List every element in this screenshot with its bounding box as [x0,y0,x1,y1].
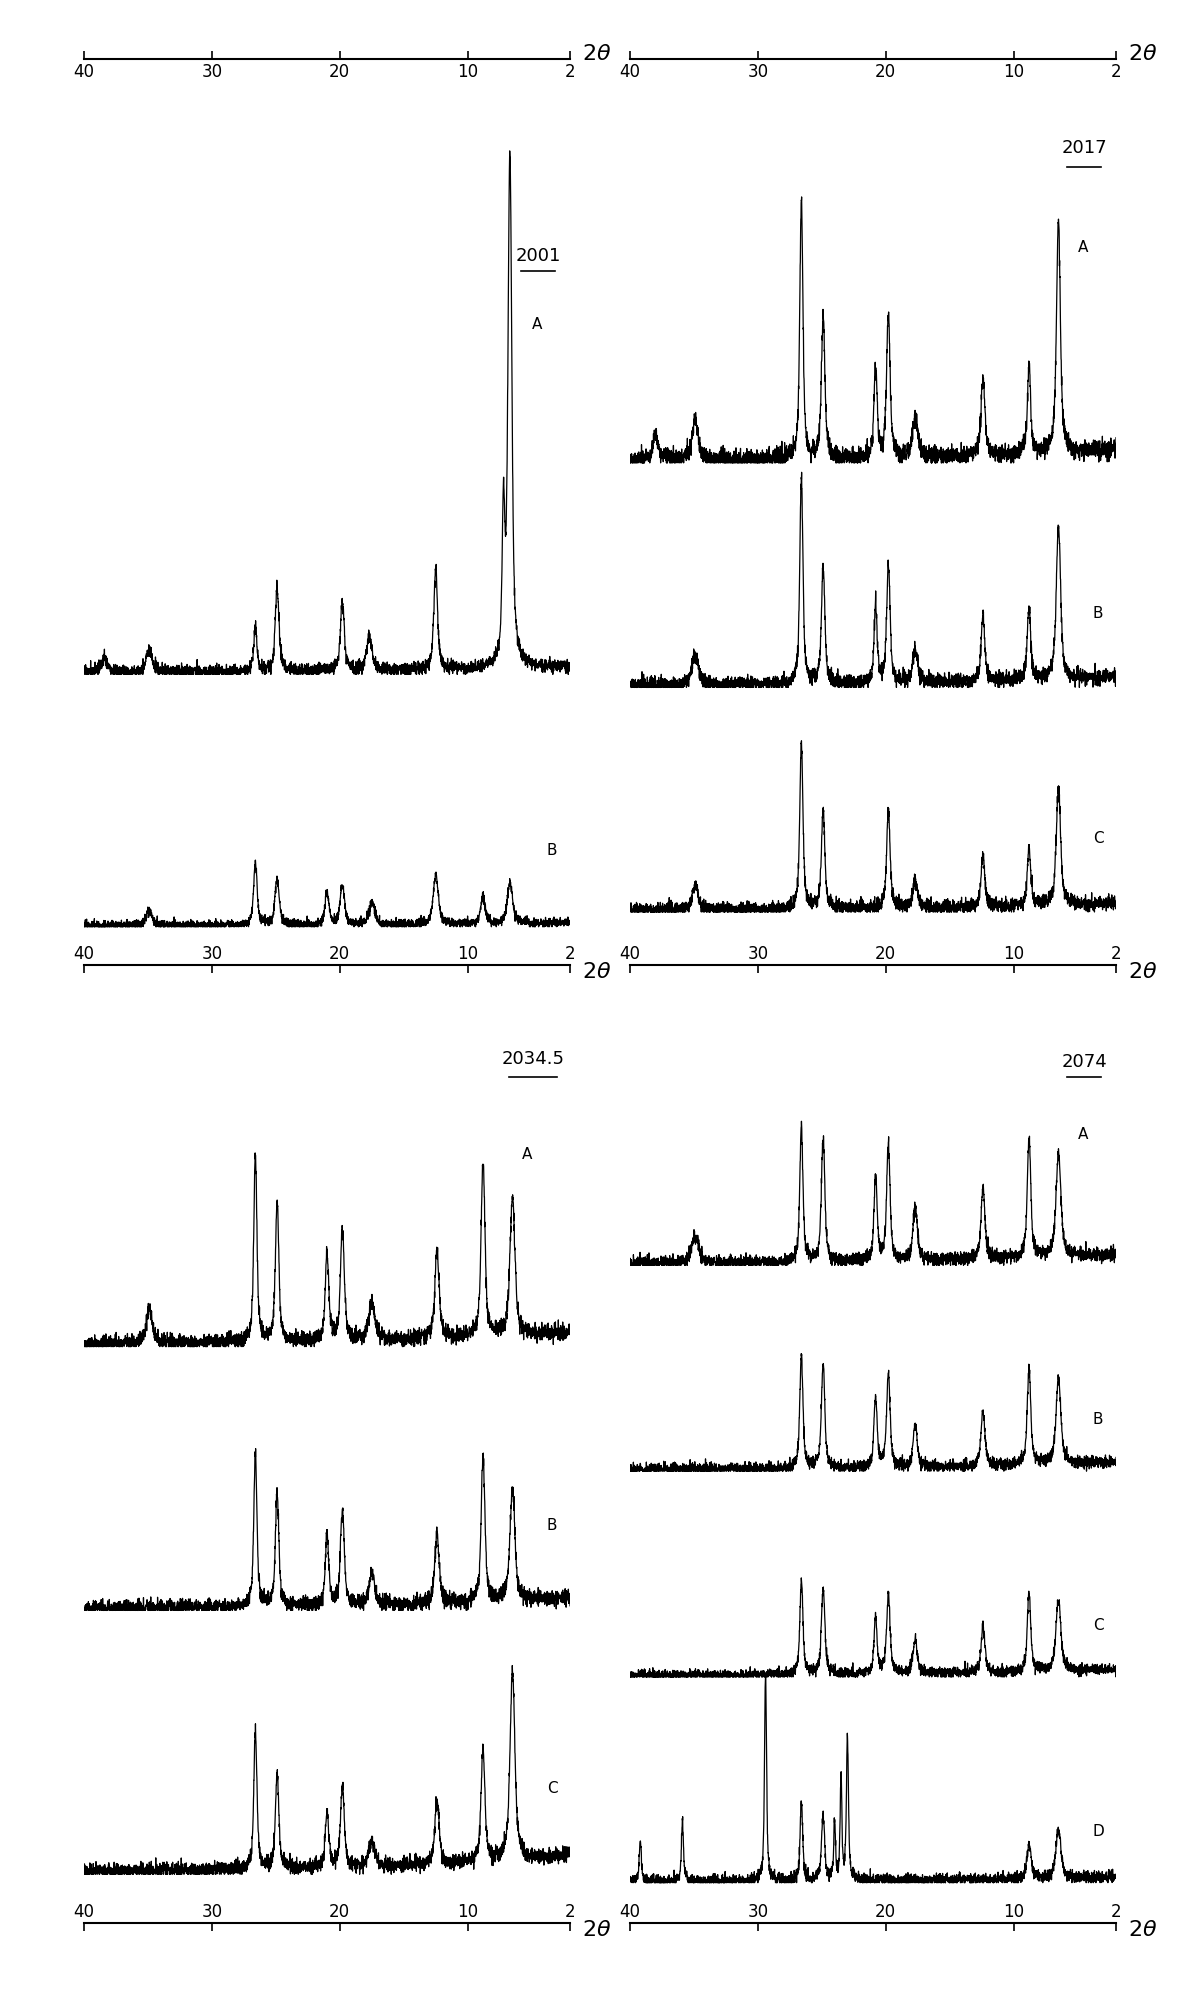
Text: A: A [521,1146,532,1162]
Text: B: B [1093,1411,1104,1427]
Text: 2034.5: 2034.5 [502,1050,564,1068]
Text: A: A [532,317,542,331]
Text: C: C [1093,1618,1104,1632]
Text: B: B [1093,606,1104,620]
Text: A: A [1078,1126,1088,1142]
Text: 2017: 2017 [1061,138,1106,157]
Text: $2\theta$: $2\theta$ [1128,961,1158,981]
Text: $2\theta$: $2\theta$ [1128,1919,1158,1939]
Text: 2074: 2074 [1061,1052,1106,1070]
Text: A: A [1078,241,1088,255]
Text: D: D [1093,1822,1105,1838]
Text: $2\theta$: $2\theta$ [582,44,612,64]
Text: C: C [547,1780,558,1796]
Text: $2\theta$: $2\theta$ [582,1919,612,1939]
Text: $2\theta$: $2\theta$ [1128,44,1158,64]
Text: C: C [1093,831,1104,845]
Text: $2\theta$: $2\theta$ [582,961,612,981]
Text: B: B [547,1517,558,1531]
Text: 2001: 2001 [515,247,560,265]
Text: B: B [547,843,558,857]
